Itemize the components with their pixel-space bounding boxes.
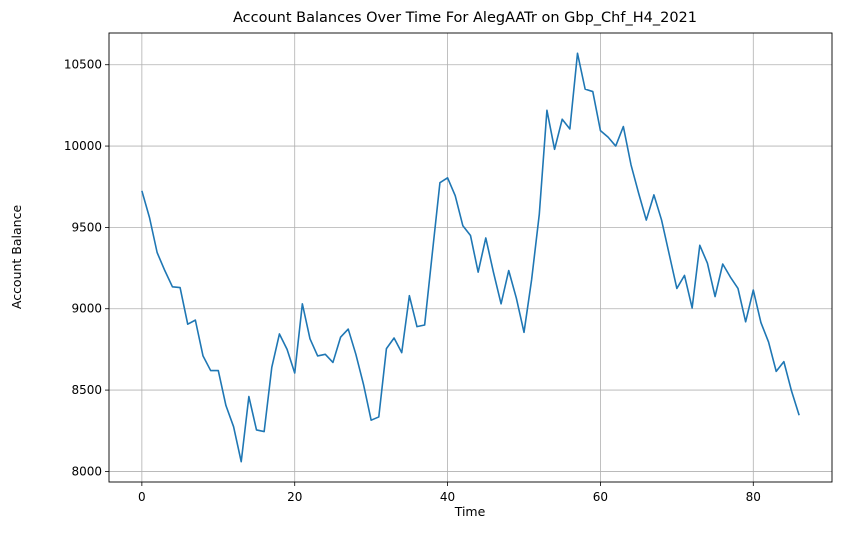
x-tick-label: 0 [138, 490, 146, 504]
y-axis-ticks: 8000 8500 9000 9500 10000 10500 [64, 58, 109, 478]
x-axis-label: Time [454, 504, 486, 519]
y-tick-label: 8000 [71, 464, 102, 478]
x-tick-label: 60 [593, 490, 608, 504]
series-line [141, 52, 800, 463]
x-axis-ticks: 0 20 40 60 80 [138, 482, 761, 504]
y-tick-label: 10500 [64, 58, 102, 72]
plot-frame [108, 32, 833, 483]
y-tick-label: 10000 [64, 139, 102, 153]
x-tick-label: 80 [746, 490, 761, 504]
y-axis-label: Account Balance [9, 205, 24, 310]
gridlines [109, 33, 832, 482]
y-tick-label: 9000 [71, 302, 102, 316]
x-tick-label: 20 [287, 490, 302, 504]
chart-title: Account Balances Over Time For AlegAATr … [233, 10, 697, 26]
series-layer [141, 52, 800, 463]
y-tick-label: 8500 [71, 383, 102, 397]
x-tick-label: 40 [440, 490, 455, 504]
y-tick-label: 9500 [71, 220, 102, 234]
